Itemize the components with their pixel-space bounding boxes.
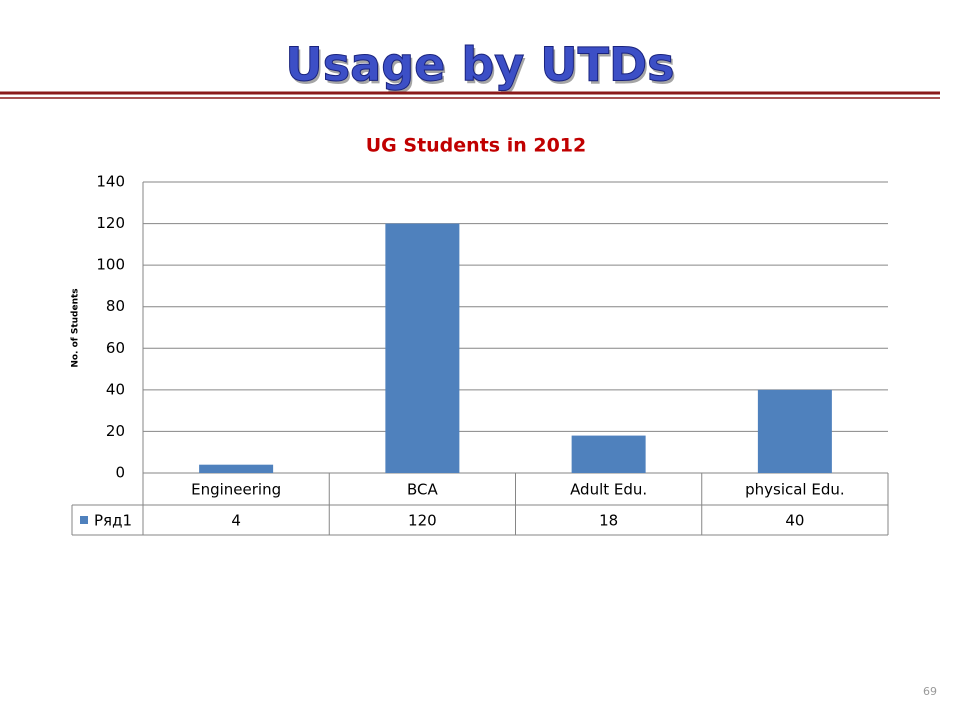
- bar: [199, 464, 274, 473]
- y-tick-label: 20: [106, 422, 125, 440]
- x-tick-label: physical Edu.: [745, 481, 845, 499]
- y-tick-label: 120: [96, 214, 125, 232]
- page-number: 69: [923, 685, 937, 698]
- table-value: 18: [599, 512, 618, 530]
- y-tick-label: 140: [96, 173, 125, 191]
- x-tick-label: Engineering: [191, 481, 281, 499]
- y-axis-label: No. of Students: [71, 288, 81, 367]
- bar: [571, 435, 646, 473]
- table-value: 4: [231, 512, 241, 530]
- slide-title: Usage by UTDs: [285, 38, 674, 92]
- y-tick-label: 80: [106, 297, 125, 315]
- table-value: 120: [408, 512, 437, 530]
- bar: [385, 223, 460, 473]
- x-tick-label: Adult Edu.: [570, 481, 647, 499]
- title-shadow: Usage by UTDs: [287, 41, 676, 95]
- legend-swatch: [80, 516, 88, 524]
- table-value: 40: [785, 512, 804, 530]
- y-tick-label: 40: [106, 380, 125, 398]
- bar: [757, 389, 832, 473]
- x-tick-label: BCA: [407, 481, 439, 499]
- y-tick-label: 60: [106, 339, 125, 357]
- y-tick-label: 100: [96, 256, 125, 274]
- legend-label: Ряд1: [94, 512, 132, 530]
- chart-title: UG Students in 2012: [366, 135, 587, 157]
- y-tick-label: 0: [115, 464, 125, 482]
